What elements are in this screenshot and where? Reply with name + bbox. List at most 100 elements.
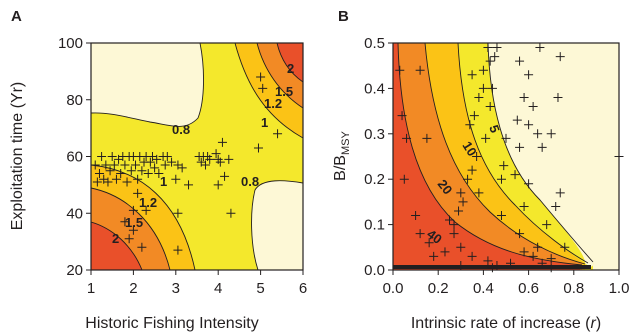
data-point-marker — [173, 245, 183, 255]
data-point-marker — [226, 208, 236, 218]
data-point-marker — [537, 258, 547, 268]
contour-label: 2 — [112, 231, 119, 246]
data-point-marker — [474, 92, 484, 102]
data-point-marker — [485, 56, 495, 66]
data-point-marker — [533, 242, 543, 252]
contour-label: 1.5 — [125, 215, 143, 230]
data-point-marker — [399, 174, 409, 184]
data-point-marker — [126, 166, 136, 176]
data-point-marker — [490, 52, 500, 62]
data-point-marker — [449, 220, 459, 230]
data-point-marker — [454, 206, 464, 216]
x-tick-label: 4 — [214, 280, 222, 297]
data-point-marker — [90, 160, 100, 170]
x-tick-label: 1 — [87, 280, 95, 297]
y-label-part: MSY — [340, 131, 352, 156]
data-point-marker — [485, 102, 495, 112]
contour-label: 1.2 — [264, 96, 282, 111]
x-tick-label: 0.0 — [383, 280, 404, 297]
data-point-marker — [258, 83, 268, 93]
data-point-marker — [184, 180, 194, 190]
data-point-marker — [122, 177, 132, 187]
data-point-marker — [395, 65, 405, 75]
data-point-marker — [422, 133, 432, 143]
data-point-marker — [492, 260, 502, 270]
data-point-marker — [120, 217, 130, 227]
data-point-marker — [510, 170, 520, 180]
data-point-marker — [213, 180, 223, 190]
panel-b-label: B — [338, 8, 349, 25]
data-point-marker — [524, 120, 534, 130]
panel-a-x-axis-label: Historic Fishing Intensity — [85, 315, 258, 332]
data-point-marker — [519, 201, 529, 211]
contour-label: 0.8 — [241, 174, 259, 189]
data-point-marker — [496, 174, 506, 184]
y-tick-label: 100 — [58, 35, 83, 52]
data-point-marker — [555, 188, 565, 198]
contour-line — [234, 43, 303, 139]
x-label-part: r — [590, 315, 596, 332]
panel-a-contour-labels: 2 1.5 1.2 1 0.8 0.8 1 1.2 1.5 2 — [112, 61, 294, 246]
contour-label: 5 — [486, 123, 503, 135]
panel-b-y-axis-label: B/BMSY — [332, 131, 352, 181]
data-point-marker — [524, 179, 534, 189]
data-point-marker — [173, 208, 183, 218]
data-point-marker — [483, 256, 493, 266]
data-point-marker — [103, 177, 113, 187]
region-red-top-right — [277, 43, 303, 82]
data-point-marker — [474, 188, 484, 198]
data-point-marker — [515, 229, 525, 239]
x-label-part: ) — [596, 315, 601, 332]
data-point-marker — [141, 205, 151, 215]
data-point-marker — [200, 160, 210, 170]
x-tick-label: 1.0 — [609, 280, 630, 297]
data-point-marker — [499, 161, 509, 171]
data-point-marker — [445, 215, 454, 225]
contour-line — [276, 43, 303, 83]
data-point-marker — [492, 43, 502, 53]
data-point-marker — [478, 83, 488, 93]
data-point-marker — [469, 111, 479, 121]
data-point-marker — [167, 157, 177, 167]
y-label-part: B/B — [332, 155, 349, 181]
data-point-marker — [415, 229, 425, 239]
data-point-marker — [154, 169, 164, 179]
data-point-marker — [456, 188, 466, 198]
data-point-marker — [551, 201, 561, 211]
data-point-marker — [120, 160, 130, 170]
data-point-marker — [487, 263, 497, 273]
x-tick-label: 5 — [256, 280, 264, 297]
y-tick-label: 0.0 — [364, 262, 385, 279]
data-point-marker — [487, 83, 497, 93]
data-point-marker — [472, 152, 482, 161]
data-point-marker — [150, 163, 160, 173]
contour-line — [487, 43, 594, 263]
data-point-marker — [424, 238, 434, 248]
panel-b: B 40 20 10 5 0.0 0.2 0.4 0.6 0.8 1.00.00.10.2… — [332, 8, 629, 332]
data-point-marker — [478, 65, 488, 75]
data-point-marker — [560, 242, 570, 252]
data-point-marker — [535, 43, 545, 53]
y-tick-label: 0.1 — [364, 217, 385, 234]
data-point-marker — [397, 111, 407, 121]
y-tick-label: 0.2 — [364, 171, 385, 188]
data-point-marker — [467, 251, 477, 261]
data-point-marker — [496, 211, 506, 221]
data-point-marker — [546, 254, 556, 264]
data-point-marker — [542, 220, 552, 230]
data-point-marker — [524, 70, 534, 80]
x-tick-label: 0.8 — [563, 280, 584, 297]
contour-line — [424, 43, 586, 265]
panel-a-label: A — [11, 8, 22, 25]
data-point-marker — [555, 52, 565, 62]
contour-line — [256, 43, 303, 109]
data-point-marker — [467, 165, 477, 175]
panel-a: A — [9, 8, 307, 332]
region-red — [393, 43, 580, 270]
data-point-marker — [506, 258, 516, 268]
data-point-marker — [402, 133, 412, 143]
contour-label: 0.8 — [172, 122, 190, 137]
data-point-marker — [111, 174, 121, 184]
contour-line — [397, 43, 583, 266]
region-red-bottom-left — [91, 222, 142, 270]
